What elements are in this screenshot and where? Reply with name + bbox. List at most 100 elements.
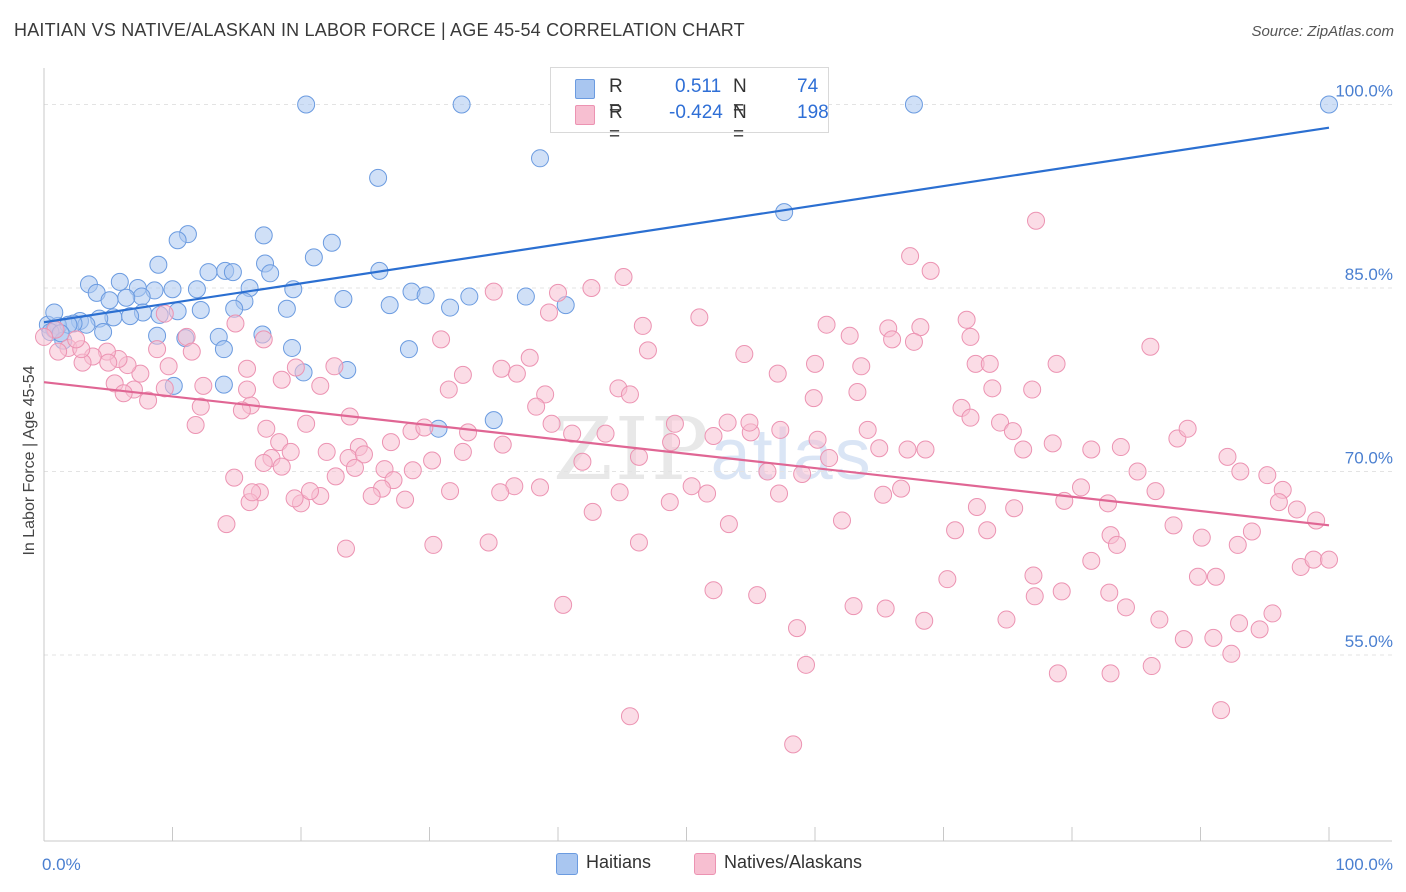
native-point [1231, 462, 1250, 481]
native-point [362, 486, 381, 505]
haitian-point [45, 303, 64, 322]
native-point [1048, 664, 1067, 683]
native-point [983, 379, 1002, 398]
legend-swatch-haitians [575, 79, 595, 99]
native-point [704, 581, 723, 600]
native-point [345, 458, 364, 477]
native-point [520, 348, 539, 367]
native-point [191, 397, 210, 416]
native-point [1178, 419, 1197, 438]
native-point [874, 485, 893, 504]
native-point [957, 310, 976, 329]
native-point [139, 391, 158, 410]
native-point [1142, 657, 1161, 676]
native-point [453, 442, 472, 461]
y-tick-label: 70.0% [1345, 449, 1393, 468]
native-point [35, 327, 53, 346]
native-point [257, 419, 276, 438]
native-point [1082, 551, 1101, 570]
native-point [596, 424, 615, 443]
haitian-point [214, 375, 233, 394]
chart-title: HAITIAN VS NATIVE/ALASKAN IN LABOR FORCE… [14, 20, 745, 40]
native-point [281, 442, 300, 461]
gridlines [44, 103, 1392, 656]
native-point [870, 439, 889, 458]
native-point [620, 707, 639, 726]
native-point [1320, 550, 1338, 569]
haitian-point [516, 287, 535, 306]
haitian-point [261, 264, 280, 283]
native-point [527, 397, 546, 416]
watermark-atlas: atlas [710, 415, 873, 495]
native-point [1192, 528, 1211, 547]
native-point [740, 413, 759, 432]
native-point [921, 261, 940, 280]
native-point [67, 330, 86, 349]
native-point [507, 364, 526, 383]
native-point [638, 341, 657, 360]
native-point [582, 278, 601, 297]
native-point [1150, 610, 1169, 629]
haitian-point [121, 307, 140, 326]
native-point [311, 376, 330, 395]
axis-labels: 55.0% 70.0% 85.0% 100.0% 0.0% 100.0% In Labor … [21, 81, 1393, 874]
native-point [1014, 440, 1033, 459]
native-point [704, 427, 723, 446]
native-point [784, 735, 803, 754]
native-point [665, 414, 684, 433]
native-point [797, 655, 816, 674]
haitian-point [304, 248, 323, 267]
native-point [536, 385, 555, 404]
native-point [540, 303, 559, 322]
native-point [549, 283, 567, 302]
native-point [1098, 494, 1117, 513]
legend-n-value: 74 [797, 76, 819, 97]
haitian-point [223, 263, 242, 282]
native-point [961, 327, 980, 346]
correlation-legend: R = 0.511 N = 74 R = -0.424 N = 198 [550, 67, 829, 145]
native-point [690, 308, 709, 327]
bottom-legend-swatch-natives [694, 853, 716, 875]
native-point [858, 420, 877, 439]
native-point [272, 457, 291, 476]
native-point [554, 595, 573, 614]
native-point [978, 521, 997, 540]
native-point [194, 376, 213, 395]
native-point [225, 468, 244, 487]
native-point [531, 478, 550, 497]
legend-n-label: N = [733, 76, 747, 119]
legend-n-label: N = [733, 102, 747, 145]
native-point [491, 483, 510, 502]
native-point [771, 420, 790, 439]
haitian-trend-line [43, 126, 1330, 324]
native-point [946, 521, 965, 540]
haitian-point [283, 338, 302, 357]
native-point [620, 385, 639, 404]
haitian-point [531, 149, 550, 168]
native-point [403, 461, 422, 480]
native-point [718, 413, 737, 432]
native-point [1269, 493, 1288, 512]
native-point [967, 497, 986, 516]
x-tick-label: 0.0% [42, 855, 81, 874]
haitian-point [1320, 95, 1338, 114]
native-point [226, 314, 245, 333]
native-point [682, 477, 701, 496]
haitian-point [254, 226, 273, 245]
native-point [1230, 614, 1249, 633]
native-point [1304, 550, 1323, 569]
native-point [182, 342, 201, 361]
native-point [354, 445, 373, 464]
native-point [1116, 598, 1135, 617]
data-points [35, 95, 1338, 754]
native-point [876, 599, 895, 618]
native-point [1250, 620, 1269, 639]
native-point [916, 440, 935, 459]
native-point [479, 533, 498, 552]
haitian-point [94, 323, 113, 342]
native-point [1025, 587, 1044, 606]
native-point [748, 586, 767, 605]
native-point [770, 484, 789, 503]
haitian-point [416, 286, 435, 305]
